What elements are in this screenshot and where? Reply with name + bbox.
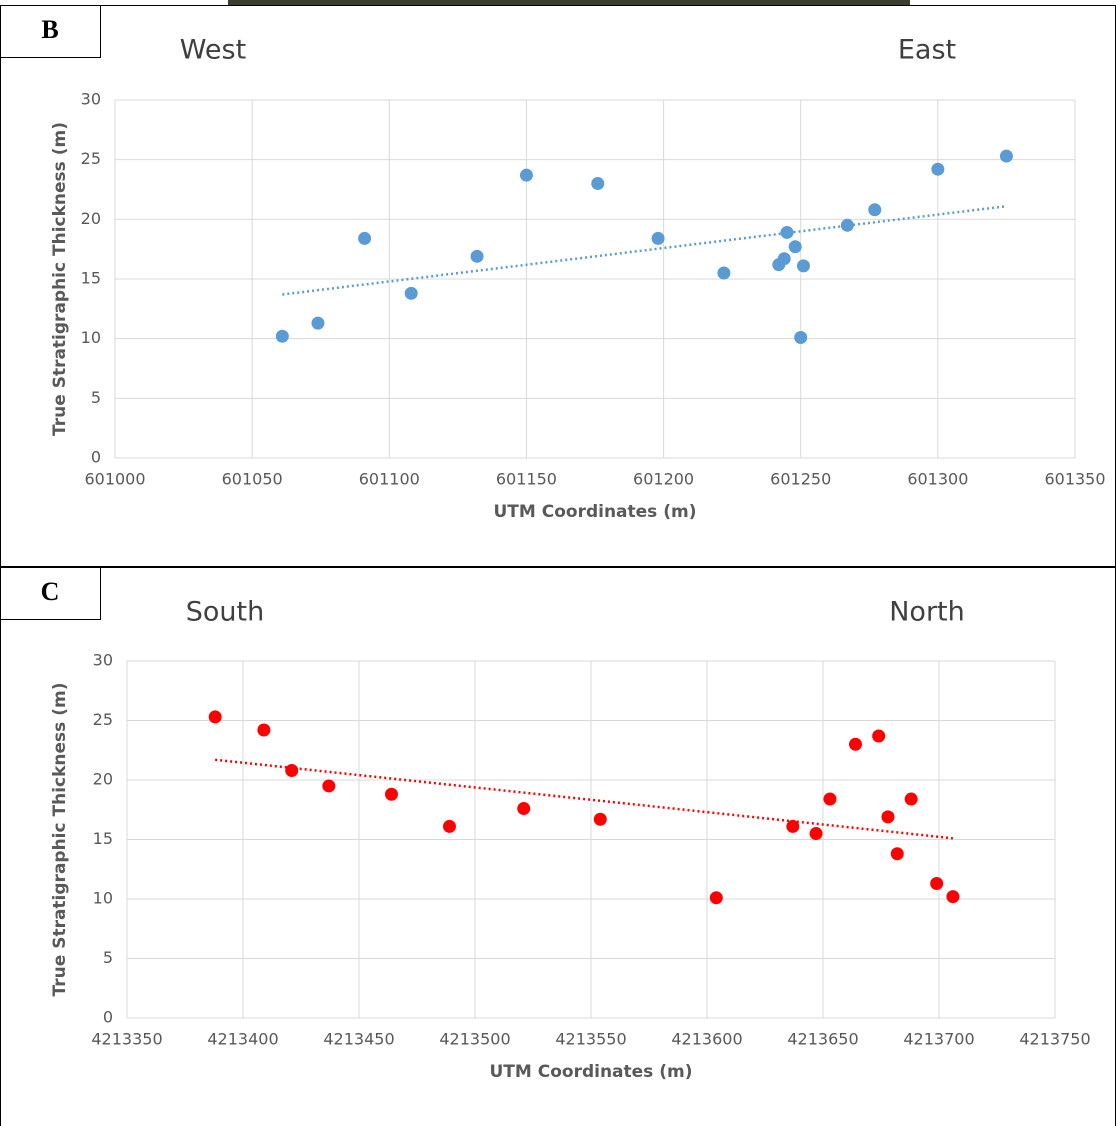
y-tick-label: 15 — [81, 269, 101, 288]
y-tick-label: 10 — [93, 889, 113, 908]
x-tick-label: 601350 — [1044, 470, 1105, 489]
x-tick-label: 4213450 — [323, 1030, 394, 1049]
data-point — [322, 779, 336, 793]
data-point — [285, 763, 299, 777]
direction-label: North — [889, 597, 965, 628]
panel-label-box — [0, 567, 101, 620]
data-point — [358, 231, 372, 245]
data-point — [796, 259, 810, 273]
y-tick-label: 15 — [93, 829, 113, 848]
y-tick-label: 0 — [91, 448, 101, 467]
data-point — [384, 787, 398, 801]
y-tick-label: 20 — [93, 770, 113, 789]
x-tick-label: 4213650 — [787, 1030, 858, 1049]
x-tick-label: 4213350 — [91, 1030, 162, 1049]
x-tick-label: 601000 — [84, 470, 145, 489]
panel-label-box — [0, 5, 101, 58]
y-tick-label: 30 — [81, 90, 101, 109]
data-point — [442, 819, 456, 833]
data-point — [881, 810, 895, 824]
data-point — [840, 218, 854, 232]
data-point — [717, 266, 731, 280]
data-point — [651, 231, 665, 245]
data-point — [890, 847, 904, 861]
direction-label: South — [186, 597, 264, 628]
direction-label: West — [180, 35, 246, 66]
photo-strip — [228, 0, 910, 5]
y-axis-title: True Stratigraphic Thickness (m) — [50, 683, 70, 997]
x-axis-title: UTM Coordinates (m) — [494, 502, 697, 522]
data-point — [257, 723, 271, 737]
x-tick-label: 4213600 — [671, 1030, 742, 1049]
y-tick-label: 20 — [81, 209, 101, 228]
data-point — [946, 890, 960, 904]
data-point — [904, 792, 918, 806]
x-tick-label: 601150 — [496, 470, 557, 489]
y-tick-label: 30 — [93, 651, 113, 670]
data-point — [788, 240, 802, 254]
x-axis-title: UTM Coordinates (m) — [490, 1062, 693, 1082]
y-tick-label: 0 — [103, 1008, 113, 1027]
y-tick-label: 25 — [93, 710, 113, 729]
y-tick-label: 5 — [103, 948, 113, 967]
data-point — [275, 329, 289, 343]
data-point — [780, 225, 794, 239]
data-point — [311, 316, 325, 330]
data-point — [872, 729, 886, 743]
data-point — [930, 877, 944, 891]
x-tick-label: 601100 — [359, 470, 420, 489]
x-tick-label: 4213550 — [555, 1030, 626, 1049]
data-point — [470, 249, 484, 263]
data-point — [404, 286, 418, 300]
x-tick-label: 601300 — [907, 470, 968, 489]
data-point — [517, 802, 531, 816]
trendline — [282, 204, 1007, 296]
trendline — [215, 758, 954, 840]
data-point — [823, 792, 837, 806]
data-point — [868, 203, 882, 217]
x-tick-label: 4213750 — [1019, 1030, 1090, 1049]
data-point — [794, 330, 808, 344]
data-point — [999, 149, 1013, 163]
x-tick-label: 601050 — [222, 470, 283, 489]
y-axis-title: True Stratigraphic Thickness (m) — [50, 122, 70, 436]
y-tick-label: 25 — [81, 149, 101, 168]
data-point — [786, 819, 800, 833]
data-point — [709, 891, 723, 905]
direction-label: East — [898, 35, 956, 66]
x-tick-label: 601200 — [633, 470, 694, 489]
data-point — [848, 737, 862, 751]
x-tick-label: 601250 — [770, 470, 831, 489]
y-tick-label: 5 — [91, 388, 101, 407]
data-point — [591, 177, 605, 191]
data-point — [777, 252, 791, 266]
y-tick-label: 10 — [81, 328, 101, 347]
data-point — [593, 812, 607, 826]
panel-label: C — [41, 577, 60, 606]
data-point — [519, 168, 533, 182]
x-tick-label: 4213400 — [207, 1030, 278, 1049]
x-tick-label: 4213700 — [903, 1030, 974, 1049]
data-point — [208, 710, 222, 724]
x-tick-label: 4213500 — [439, 1030, 510, 1049]
panel-label: B — [41, 15, 58, 44]
data-point — [809, 827, 823, 841]
data-point — [931, 162, 945, 176]
